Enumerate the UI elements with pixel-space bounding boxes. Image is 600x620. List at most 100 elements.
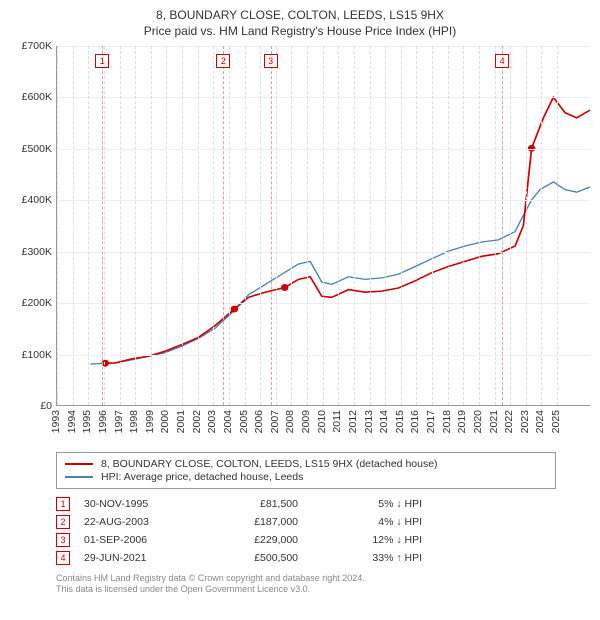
gridline-vertical [135, 46, 136, 405]
gridline-vertical [401, 46, 402, 405]
event-price: £81,500 [208, 498, 298, 510]
event-number: 3 [56, 533, 70, 547]
gridline-vertical [370, 46, 371, 405]
gridline-vertical [120, 46, 121, 405]
legend: 8, BOUNDARY CLOSE, COLTON, LEEDS, LS15 9… [56, 452, 556, 489]
event-row: 3 01-SEP-2006 £229,000 12% ↓ HPI [56, 531, 556, 549]
gridline-vertical [323, 46, 324, 405]
x-tick-label: 2011 [331, 410, 343, 433]
event-date: 22-AUG-2003 [84, 516, 194, 528]
y-tick-label: £300K [22, 246, 52, 258]
gridline-vertical [260, 46, 261, 405]
legend-item: 8, BOUNDARY CLOSE, COLTON, LEEDS, LS15 9… [65, 458, 547, 470]
x-tick-label: 2021 [488, 410, 500, 433]
y-tick-label: £700K [22, 40, 52, 52]
event-date: 29-JUN-2021 [84, 552, 194, 564]
x-tick-label: 1994 [66, 410, 78, 433]
gridline-vertical [416, 46, 417, 405]
event-marker-number: 1 [95, 54, 109, 68]
event-marker-number: 3 [264, 54, 278, 68]
gridline-vertical [479, 46, 480, 405]
event-number: 2 [56, 515, 70, 529]
x-tick-label: 2024 [534, 410, 546, 433]
event-price: £229,000 [208, 534, 298, 546]
x-tick-label: 2000 [159, 410, 171, 433]
event-date: 01-SEP-2006 [84, 534, 194, 546]
gridline-vertical [354, 46, 355, 405]
gridline-vertical [213, 46, 214, 405]
gridline-vertical [166, 46, 167, 405]
x-tick-label: 2007 [269, 410, 281, 433]
x-tick-label: 2025 [550, 410, 562, 433]
event-diff: 12% ↓ HPI [312, 534, 422, 546]
chart-area: £0£100K£200K£300K£400K£500K£600K£700K 12… [10, 46, 590, 406]
y-tick-label: £500K [22, 143, 52, 155]
title-line2: Price paid vs. HM Land Registry's House … [10, 24, 590, 38]
event-number: 1 [56, 497, 70, 511]
event-number: 4 [56, 551, 70, 565]
gridline-vertical [338, 46, 339, 405]
x-tick-label: 2010 [316, 410, 328, 433]
x-tick-label: 2020 [472, 410, 484, 433]
x-tick-label: 2006 [253, 410, 265, 433]
y-tick-label: £100K [22, 349, 52, 361]
gridline-vertical [463, 46, 464, 405]
footer-line2: This data is licensed under the Open Gov… [56, 584, 590, 595]
x-tick-label: 2018 [441, 410, 453, 433]
gridline-vertical [276, 46, 277, 405]
event-diff: 33% ↑ HPI [312, 552, 422, 564]
sale-point-marker [281, 284, 288, 291]
plot-area: 1234 [56, 46, 590, 406]
gridline-vertical [495, 46, 496, 405]
legend-label: 8, BOUNDARY CLOSE, COLTON, LEEDS, LS15 9… [101, 458, 438, 470]
x-tick-label: 2003 [206, 410, 218, 433]
gridline-vertical [307, 46, 308, 405]
x-tick-label: 2013 [363, 410, 375, 433]
x-tick-label: 1999 [144, 410, 156, 433]
event-marker-line [502, 46, 503, 405]
event-row: 4 29-JUN-2021 £500,500 33% ↑ HPI [56, 549, 556, 567]
event-diff: 4% ↓ HPI [312, 516, 422, 528]
x-tick-label: 2008 [284, 410, 296, 433]
series-line [105, 97, 590, 363]
legend-swatch [65, 476, 93, 478]
x-axis: 1993199419951996199719981999200020012002… [56, 406, 590, 446]
gridline-vertical [291, 46, 292, 405]
gridline-vertical [151, 46, 152, 405]
x-tick-label: 2005 [238, 410, 250, 433]
x-tick-label: 2016 [409, 410, 421, 433]
x-tick-label: 1995 [81, 410, 93, 433]
gridline-vertical [385, 46, 386, 405]
event-row: 1 30-NOV-1995 £81,500 5% ↓ HPI [56, 495, 556, 513]
gridline-vertical [448, 46, 449, 405]
event-price: £187,000 [208, 516, 298, 528]
y-tick-label: £600K [22, 91, 52, 103]
gridline-vertical [198, 46, 199, 405]
gridline-vertical [104, 46, 105, 405]
x-tick-label: 2012 [347, 410, 359, 433]
event-marker-number: 4 [495, 54, 509, 68]
event-marker-line [223, 46, 224, 405]
y-tick-label: £200K [22, 297, 52, 309]
gridline-vertical [88, 46, 89, 405]
event-date: 30-NOV-1995 [84, 498, 194, 510]
footer-line1: Contains HM Land Registry data © Crown c… [56, 573, 590, 584]
x-tick-label: 2022 [503, 410, 515, 433]
legend-swatch [65, 463, 93, 465]
x-tick-label: 2002 [191, 410, 203, 433]
event-price: £500,500 [208, 552, 298, 564]
legend-item: HPI: Average price, detached house, Leed… [65, 471, 547, 483]
x-tick-label: 2009 [300, 410, 312, 433]
gridline-vertical [182, 46, 183, 405]
event-row: 2 22-AUG-2003 £187,000 4% ↓ HPI [56, 513, 556, 531]
y-axis: £0£100K£200K£300K£400K£500K£600K£700K [10, 46, 56, 406]
x-tick-label: 2017 [425, 410, 437, 433]
x-tick-label: 1996 [97, 410, 109, 433]
title-block: 8, BOUNDARY CLOSE, COLTON, LEEDS, LS15 9… [10, 8, 590, 38]
x-tick-label: 2001 [175, 410, 187, 433]
x-tick-label: 2014 [378, 410, 390, 433]
x-tick-label: 2015 [394, 410, 406, 433]
gridline-vertical [526, 46, 527, 405]
chart-container: 8, BOUNDARY CLOSE, COLTON, LEEDS, LS15 9… [0, 0, 600, 620]
event-diff: 5% ↓ HPI [312, 498, 422, 510]
